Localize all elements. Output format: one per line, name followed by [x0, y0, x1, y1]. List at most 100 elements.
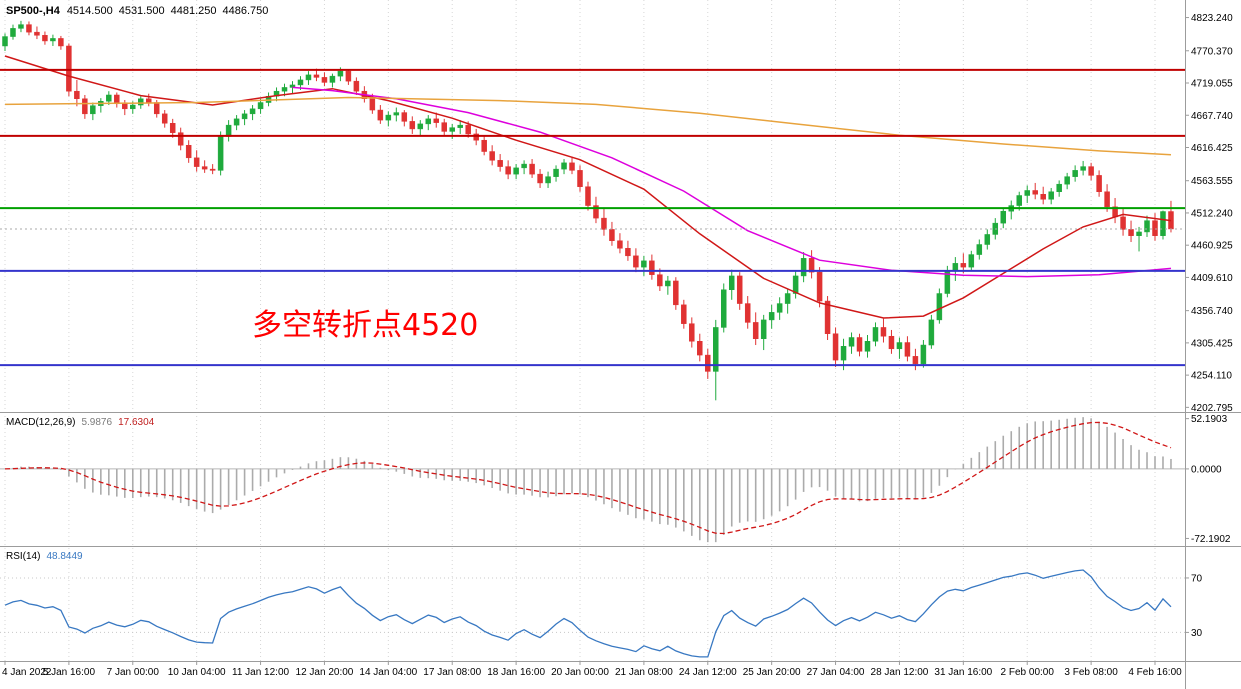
- candle-body: [82, 98, 88, 115]
- symbol-title: SP500-,H4 4514.500 4531.500 4481.250 4486.75…: [6, 5, 274, 17]
- rsi-name: RSI(14): [6, 551, 41, 562]
- bar-open-value: 4514.500: [66, 5, 113, 17]
- candle-body: [569, 162, 575, 171]
- candle-body: [649, 260, 655, 275]
- candle-body: [593, 205, 599, 219]
- candle-body: [768, 312, 775, 321]
- annotation-text[interactable]: 多空转折点4520: [252, 308, 479, 343]
- candle-body: [840, 346, 847, 361]
- candle-body: [585, 186, 591, 206]
- time-axis-label: 24 Jan 12:00: [679, 667, 737, 678]
- candle-body: [633, 255, 639, 268]
- price-axis[interactable]: 4823.240 4770.370 4719.055 4667.740 4616.425…: [1185, 13, 1233, 639]
- candle-body: [130, 104, 136, 110]
- candle-body: [968, 254, 975, 268]
- candle-body: [50, 38, 56, 42]
- candle-body: [481, 139, 487, 152]
- price-axis-label: 4202.795: [1191, 403, 1233, 414]
- candle-body: [169, 123, 176, 133]
- candle-body: [824, 300, 831, 334]
- candle-body: [281, 87, 288, 92]
- candle-body: [241, 113, 248, 120]
- price-axis-label: 4305.425: [1191, 338, 1233, 349]
- symbol-name: SP500-,H4: [6, 5, 60, 17]
- ma-slow-orange-line: [4, 96, 1172, 156]
- bar-high-value: 4531.500: [118, 5, 165, 17]
- candle-body: [537, 173, 543, 184]
- candle-body: [185, 144, 192, 159]
- rsi-axis-label: 70: [1191, 573, 1203, 584]
- candle-body: [920, 344, 927, 365]
- candle-body: [713, 327, 719, 372]
- candle-body: [433, 118, 439, 123]
- candle-body: [561, 162, 567, 170]
- time-axis-label: 2 Feb 00:00: [1001, 667, 1055, 678]
- candle-body: [122, 103, 128, 110]
- candle-body: [249, 108, 256, 115]
- time-axis-label: 4 Feb 16:00: [1128, 667, 1182, 678]
- candle-body: [880, 327, 887, 337]
- time-axis-label: 27 Jan 04:00: [807, 667, 865, 678]
- price-axis-label: 4356.740: [1191, 306, 1233, 317]
- candle-body: [18, 24, 24, 29]
- price-axis-label: 4719.055: [1191, 79, 1233, 90]
- candle-body: [465, 124, 471, 135]
- candle-body: [888, 335, 895, 350]
- candle-body: [760, 319, 767, 339]
- candle-body: [1040, 193, 1046, 200]
- candle-body: [856, 337, 863, 352]
- candle-body: [673, 280, 679, 306]
- candle-body: [744, 303, 751, 323]
- price-axis-label: 4563.555: [1191, 176, 1233, 187]
- grid: [4, 0, 1156, 661]
- time-axis-label: 4 Jan 2022: [2, 667, 52, 678]
- candle-body: [449, 127, 455, 132]
- candle-body: [960, 263, 967, 268]
- candle-body: [728, 275, 735, 290]
- candle-body: [984, 234, 991, 245]
- macd-signal-value: 17.6304: [118, 417, 155, 428]
- candle-body: [114, 94, 120, 105]
- time-axis-label: 14 Jan 04:00: [359, 667, 417, 678]
- rsi-indicator-label: RSI(14) 48.8449: [6, 551, 89, 562]
- candle-body: [896, 342, 903, 350]
- time-axis-label: 12 Jan 20:00: [296, 667, 354, 678]
- candle-body: [385, 114, 392, 121]
- macd-indicator-label: MACD(12,26,9) 5.9876 17.6304: [6, 417, 160, 428]
- rsi-axis-label: 30: [1191, 628, 1203, 639]
- price-levels: 4740.0004635.0004520.0004420.0004270.000…: [0, 62, 1241, 372]
- candle-body: [1032, 190, 1038, 195]
- price-axis-label: 4770.370: [1191, 46, 1233, 57]
- candle-body: [217, 136, 224, 171]
- candle-body: [577, 170, 583, 187]
- candle-body: [1096, 175, 1102, 192]
- candle-body: [1024, 190, 1030, 196]
- candle-body: [353, 80, 360, 92]
- axis-column-bg: [1186, 0, 1241, 661]
- candle-body: [872, 327, 879, 342]
- candle-body: [936, 293, 943, 321]
- time-axis-label: 7 Jan 00:00: [107, 667, 160, 678]
- macd-name: MACD(12,26,9): [6, 417, 76, 428]
- time-axis-label: 11 Jan 12:00: [232, 667, 290, 678]
- candle-body: [417, 123, 424, 130]
- time-axis-label: 5 Jan 16:00: [43, 667, 96, 678]
- candle-body: [1104, 191, 1110, 208]
- candle-body: [66, 45, 72, 92]
- candle-body: [681, 304, 687, 324]
- candle-body: [625, 248, 631, 257]
- candle-body: [1088, 166, 1094, 176]
- candle-body: [473, 133, 479, 141]
- ma-mid-magenta-line: [292, 86, 1172, 278]
- candle-body: [912, 356, 919, 365]
- candle-body: [58, 38, 64, 47]
- candle-body: [752, 322, 759, 339]
- candle-body: [697, 341, 703, 356]
- candle-body: [90, 105, 96, 115]
- candle-body: [1160, 211, 1166, 236]
- candle-body: [776, 303, 783, 313]
- candle-body: [257, 102, 264, 110]
